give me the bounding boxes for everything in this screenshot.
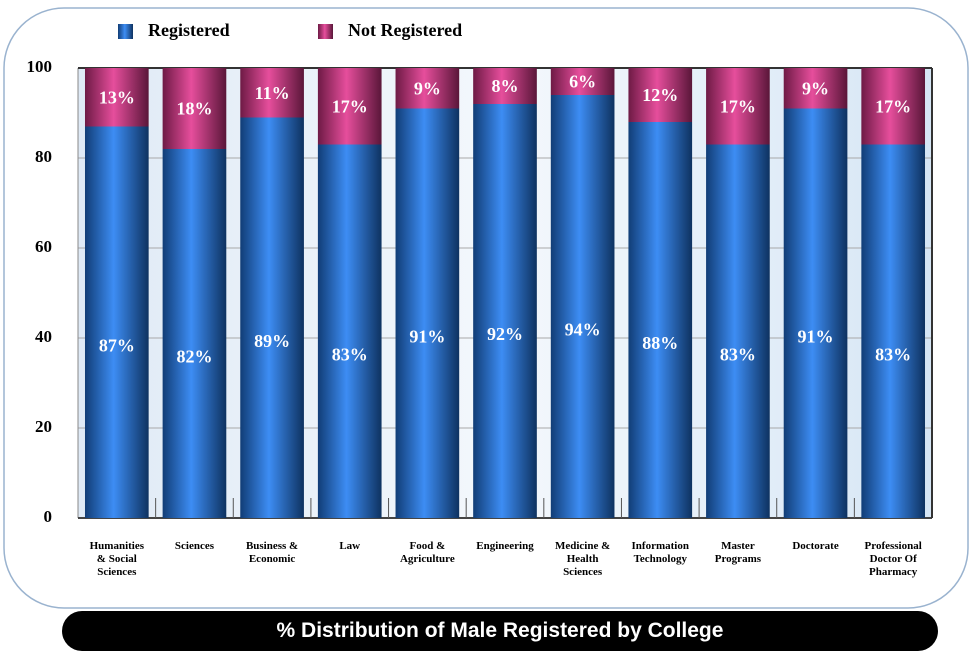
x-tick-label: Food & Agriculture [399,540,455,565]
x-tick-label: Master Programs [714,540,762,565]
x-tick-label: Professional Doctor Of Pharmacy [864,540,922,578]
y-tick-label: 0 [44,507,53,526]
data-label: 91% [409,326,445,346]
x-tick-label: Business & Economic [245,540,299,565]
data-label: 6% [569,72,596,92]
x-tick-label: Humanities & Social Sciences [89,540,145,578]
data-label: 88% [642,333,678,353]
data-label: 17% [720,96,756,116]
bar-segment [395,68,460,109]
x-tick-label: Information Technology [631,540,689,565]
bar-segment [84,68,149,127]
data-label: 12% [642,85,678,105]
x-tick-label: Sciences [174,540,214,552]
x-tick-label: Medicine & Health Sciences [554,540,611,578]
data-label: 17% [875,96,911,116]
y-tick-label: 60 [35,237,52,256]
data-label: 92% [487,324,523,344]
data-label: 8% [492,76,519,96]
bar-segment [162,149,227,518]
bar-segment [162,68,227,149]
bar-segment [628,68,693,122]
data-label: 11% [255,83,290,103]
bar-segment [550,95,615,518]
data-label: 9% [414,78,441,98]
data-label: 83% [875,344,911,364]
legend-label: Registered [148,20,230,40]
x-tick-label: Law [339,540,361,552]
data-label: 89% [254,331,290,351]
bar-segment [473,68,537,104]
legend-swatch [118,24,133,39]
data-label: 87% [99,335,135,355]
bar-segment [240,117,304,518]
data-label: 94% [565,320,601,340]
bar-segment [240,68,304,118]
data-label: 82% [176,347,212,367]
y-tick-label: 40 [35,327,52,346]
legend-swatch [318,24,333,39]
data-label: 91% [798,326,834,346]
data-label: 18% [176,99,212,119]
bar-segment [317,68,382,145]
bar-segment [473,104,537,518]
data-label: 13% [99,87,135,107]
bar-segment [395,108,460,518]
y-tick-label: 20 [35,417,52,436]
chart-title: % Distribution of Male Registered by Col… [62,611,938,651]
y-tick-label: 100 [27,57,53,76]
bar-segment [861,68,926,145]
data-label: 83% [332,344,368,364]
y-tick-label: 80 [35,147,52,166]
bar-segment [317,144,382,518]
data-label: 9% [802,78,829,98]
bar-segment [706,68,770,145]
x-tick-label: Doctorate [792,540,839,552]
bar-segment [706,144,770,518]
bar-segment [861,144,926,518]
bar-segment [84,126,149,518]
bar-segment [783,108,848,518]
x-tick-label: Engineering [476,540,534,552]
bar-segment [783,68,848,109]
data-label: 17% [332,96,368,116]
data-label: 83% [720,344,756,364]
bar-segment [550,68,615,95]
legend-label: Not Registered [348,20,462,40]
bar-segment [628,122,693,518]
